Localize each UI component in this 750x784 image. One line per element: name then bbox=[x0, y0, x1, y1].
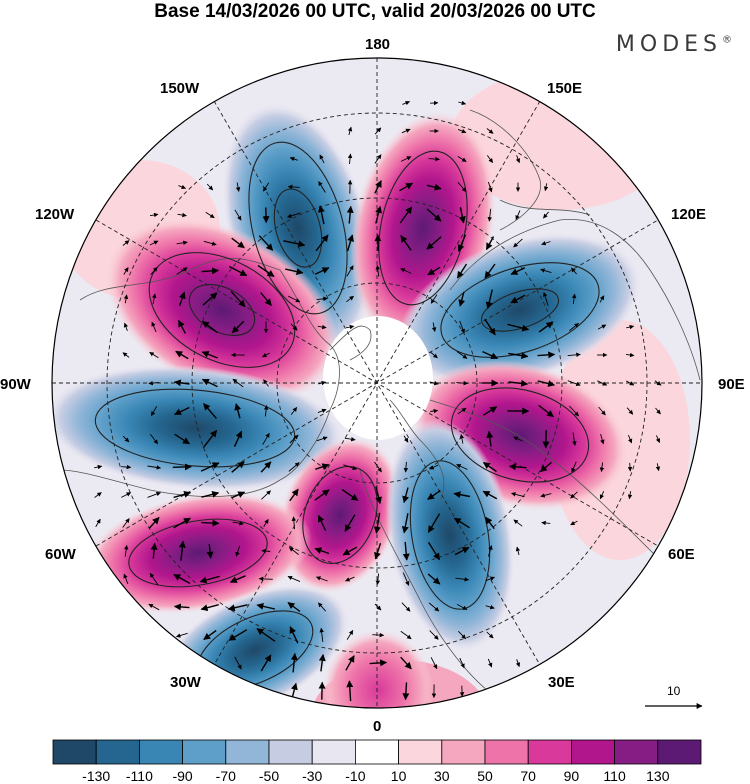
colorbar-swatch bbox=[658, 740, 701, 764]
colorbar-tick-label: -50 bbox=[259, 768, 279, 784]
colorbar-swatch bbox=[442, 740, 485, 764]
lon-label-150e: 150E bbox=[547, 80, 582, 97]
colorbar-swatch bbox=[571, 740, 614, 764]
lon-label-90e: 90E bbox=[718, 376, 745, 393]
lon-label-60w: 60W bbox=[45, 546, 76, 563]
colorbar-swatch bbox=[399, 740, 442, 764]
colorbar-swatch bbox=[139, 740, 182, 764]
colorbar-tick-label: 10 bbox=[391, 768, 407, 784]
colorbar-tick-label: 90 bbox=[564, 768, 580, 784]
lon-label-60e: 60E bbox=[668, 546, 695, 563]
colorbar-swatch bbox=[269, 740, 312, 764]
colorbar-swatch bbox=[53, 740, 96, 764]
colorbar-swatch bbox=[96, 740, 139, 764]
lon-label-30e: 30E bbox=[548, 674, 575, 691]
wind-arrow bbox=[259, 579, 273, 580]
wind-arrow bbox=[201, 523, 219, 524]
colorbar-tick-label: 30 bbox=[434, 768, 450, 784]
colorbar-tick-label: 130 bbox=[646, 768, 669, 784]
colorbar-tick-label: -70 bbox=[216, 768, 236, 784]
colorbar-tick-label: -90 bbox=[172, 768, 192, 784]
wind-arrow bbox=[406, 682, 407, 699]
lon-label-30w: 30W bbox=[170, 674, 201, 691]
colorbar-swatch bbox=[485, 740, 528, 764]
colorbar-swatch bbox=[183, 740, 226, 764]
wind-arrow bbox=[173, 467, 191, 468]
colorbar-tick-label: -110 bbox=[126, 768, 153, 784]
colorbar-swatch bbox=[312, 740, 355, 764]
lon-label-0: 0 bbox=[373, 718, 381, 735]
colorbar bbox=[53, 740, 701, 764]
wind-arrow bbox=[372, 635, 383, 636]
lon-label-120e: 120E bbox=[671, 206, 706, 223]
colorbar-tick-label: 70 bbox=[520, 768, 536, 784]
wind-arrow bbox=[630, 463, 631, 471]
lon-label-150w: 150W bbox=[160, 80, 199, 97]
lon-label-180: 180 bbox=[365, 36, 390, 53]
lon-label-90w: 90W bbox=[0, 376, 31, 393]
colorbar-tick-label: -30 bbox=[302, 768, 322, 784]
colorbar-swatch bbox=[615, 740, 658, 764]
reference-vector-label: 10 bbox=[667, 684, 680, 698]
colorbar-swatch bbox=[226, 740, 269, 764]
colorbar-tick-label: 50 bbox=[477, 768, 493, 784]
colorbar-swatch bbox=[355, 740, 398, 764]
lon-label-120w: 120W bbox=[35, 206, 74, 223]
colorbar-tick-label: 110 bbox=[603, 768, 625, 784]
colorbar-swatch bbox=[528, 740, 571, 764]
colorbar-tick-label: -10 bbox=[345, 768, 365, 784]
colorbar-tick-label: -130 bbox=[82, 768, 110, 784]
wind-arrow bbox=[121, 467, 131, 468]
